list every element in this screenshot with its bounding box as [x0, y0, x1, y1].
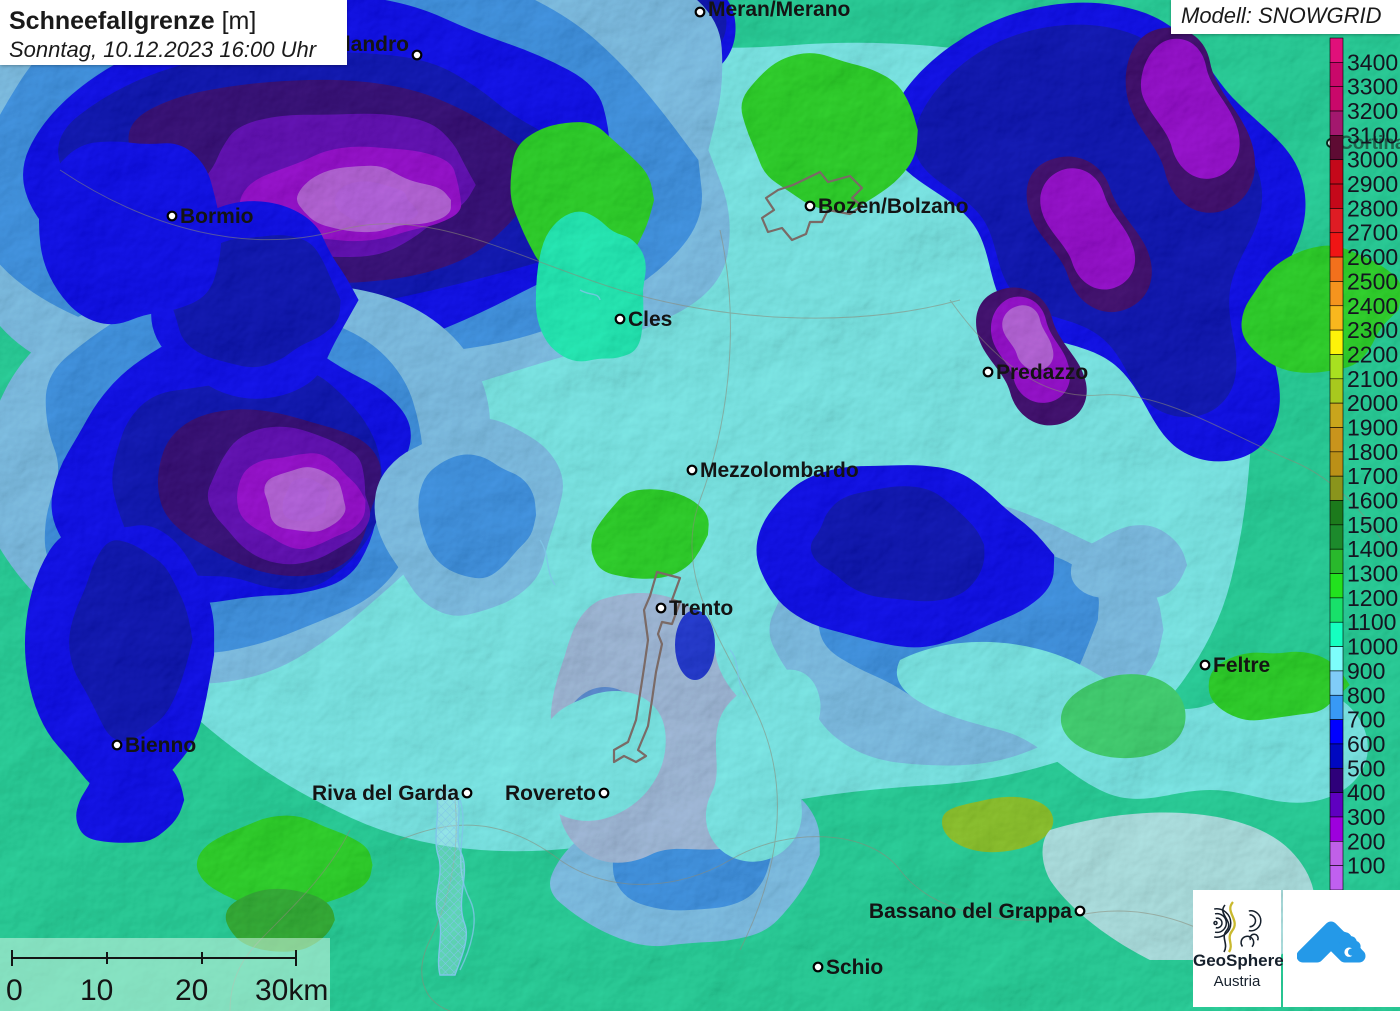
svg-text:Rovereto: Rovereto — [505, 782, 596, 805]
svg-text:1700: 1700 — [1347, 463, 1398, 489]
svg-text:1200: 1200 — [1347, 585, 1398, 611]
svg-text:3000: 3000 — [1347, 147, 1398, 173]
svg-text:Meran/Merano: Meran/Merano — [708, 0, 850, 21]
svg-text:20: 20 — [175, 974, 208, 1007]
svg-text:300: 300 — [1347, 804, 1385, 830]
svg-text:3300: 3300 — [1347, 74, 1398, 100]
svg-text:700: 700 — [1347, 707, 1385, 733]
svg-text:Cles: Cles — [628, 308, 672, 331]
svg-text:2600: 2600 — [1347, 244, 1398, 270]
svg-text:2000: 2000 — [1347, 390, 1398, 416]
svg-text:1900: 1900 — [1347, 414, 1398, 440]
svg-text:3100: 3100 — [1347, 122, 1398, 148]
svg-text:2400: 2400 — [1347, 293, 1398, 319]
svg-text:1600: 1600 — [1347, 488, 1398, 514]
svg-text:3400: 3400 — [1347, 49, 1398, 75]
svg-text:1300: 1300 — [1347, 561, 1398, 587]
svg-text:Schio: Schio — [826, 956, 883, 979]
svg-text:200: 200 — [1347, 828, 1385, 854]
svg-text:600: 600 — [1347, 731, 1385, 757]
svg-text:Feltre: Feltre — [1213, 654, 1270, 677]
svg-text:2200: 2200 — [1347, 341, 1398, 367]
svg-text:2500: 2500 — [1347, 268, 1398, 294]
svg-text:1400: 1400 — [1347, 536, 1398, 562]
svg-text:Riva del Garda: Riva del Garda — [312, 782, 459, 805]
svg-text:Bozen/Bolzano: Bozen/Bolzano — [818, 195, 969, 218]
svg-text:2100: 2100 — [1347, 366, 1398, 392]
svg-text:Trento: Trento — [669, 597, 733, 620]
svg-text:0: 0 — [6, 974, 23, 1007]
svg-text:100: 100 — [1347, 853, 1385, 879]
svg-text:2700: 2700 — [1347, 220, 1398, 246]
svg-text:2300: 2300 — [1347, 317, 1398, 343]
svg-text:Bienno: Bienno — [125, 734, 196, 757]
svg-text:Predazzo: Predazzo — [996, 361, 1088, 384]
svg-text:1500: 1500 — [1347, 512, 1398, 538]
svg-text:2900: 2900 — [1347, 171, 1398, 197]
svg-text:30km: 30km — [255, 974, 328, 1007]
svg-text:Bormio: Bormio — [180, 205, 254, 228]
svg-text:500: 500 — [1347, 755, 1385, 781]
svg-text:2800: 2800 — [1347, 195, 1398, 221]
svg-text:1000: 1000 — [1347, 634, 1398, 660]
svg-text:3200: 3200 — [1347, 98, 1398, 124]
svg-text:1800: 1800 — [1347, 439, 1398, 465]
svg-text:800: 800 — [1347, 682, 1385, 708]
svg-text:Bassano del Grappa: Bassano del Grappa — [869, 900, 1072, 923]
svg-text:900: 900 — [1347, 658, 1385, 684]
svg-text:Mezzolombardo: Mezzolombardo — [700, 459, 859, 482]
svg-text:1100: 1100 — [1347, 609, 1396, 635]
svg-text:10: 10 — [80, 974, 113, 1007]
svg-text:400: 400 — [1347, 780, 1385, 806]
